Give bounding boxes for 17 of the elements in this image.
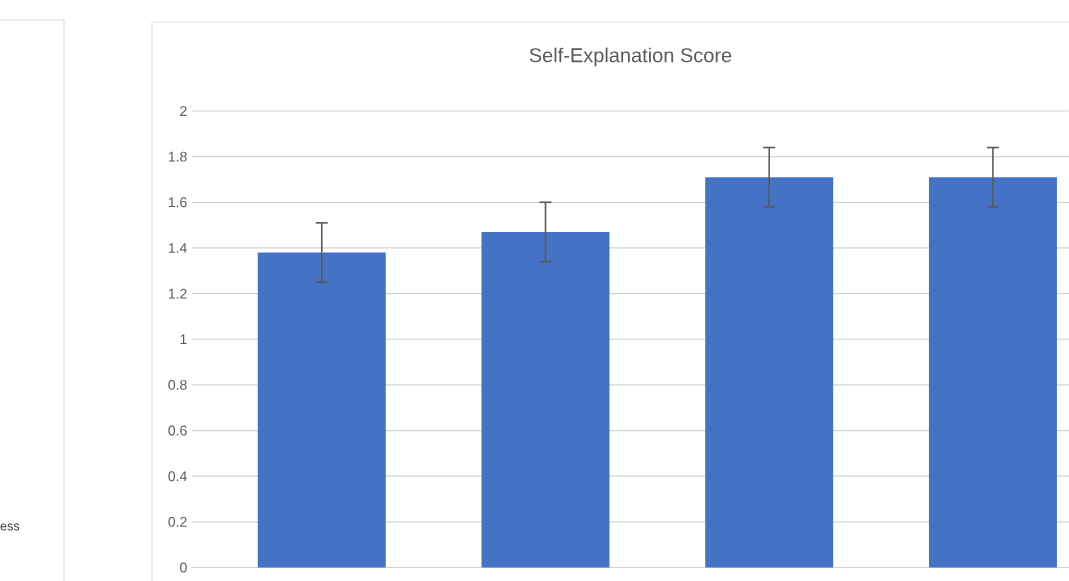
bar xyxy=(481,231,610,568)
y-tick-label: 1 xyxy=(180,334,187,345)
y-tick-label: 1.6 xyxy=(168,197,187,208)
text: ess xyxy=(0,523,20,531)
bar xyxy=(928,177,1057,568)
y-tick-label: 2 xyxy=(180,106,187,116)
y-tick-label: 0.2 xyxy=(168,516,187,527)
y-tick-label: 0.6 xyxy=(168,425,187,436)
y-tick-label: 1.4 xyxy=(168,243,187,253)
y-tick-label: 0.8 xyxy=(168,379,187,390)
y-tick-label: 1.8 xyxy=(168,151,187,162)
bar xyxy=(257,252,386,568)
bar xyxy=(705,177,834,568)
y-tick-label: 1.2 xyxy=(168,288,187,299)
chart-title: Self-Explanation Score xyxy=(529,47,732,67)
y-tick-label: 0.4 xyxy=(168,471,187,482)
y-tick-label: 0 xyxy=(180,562,187,573)
